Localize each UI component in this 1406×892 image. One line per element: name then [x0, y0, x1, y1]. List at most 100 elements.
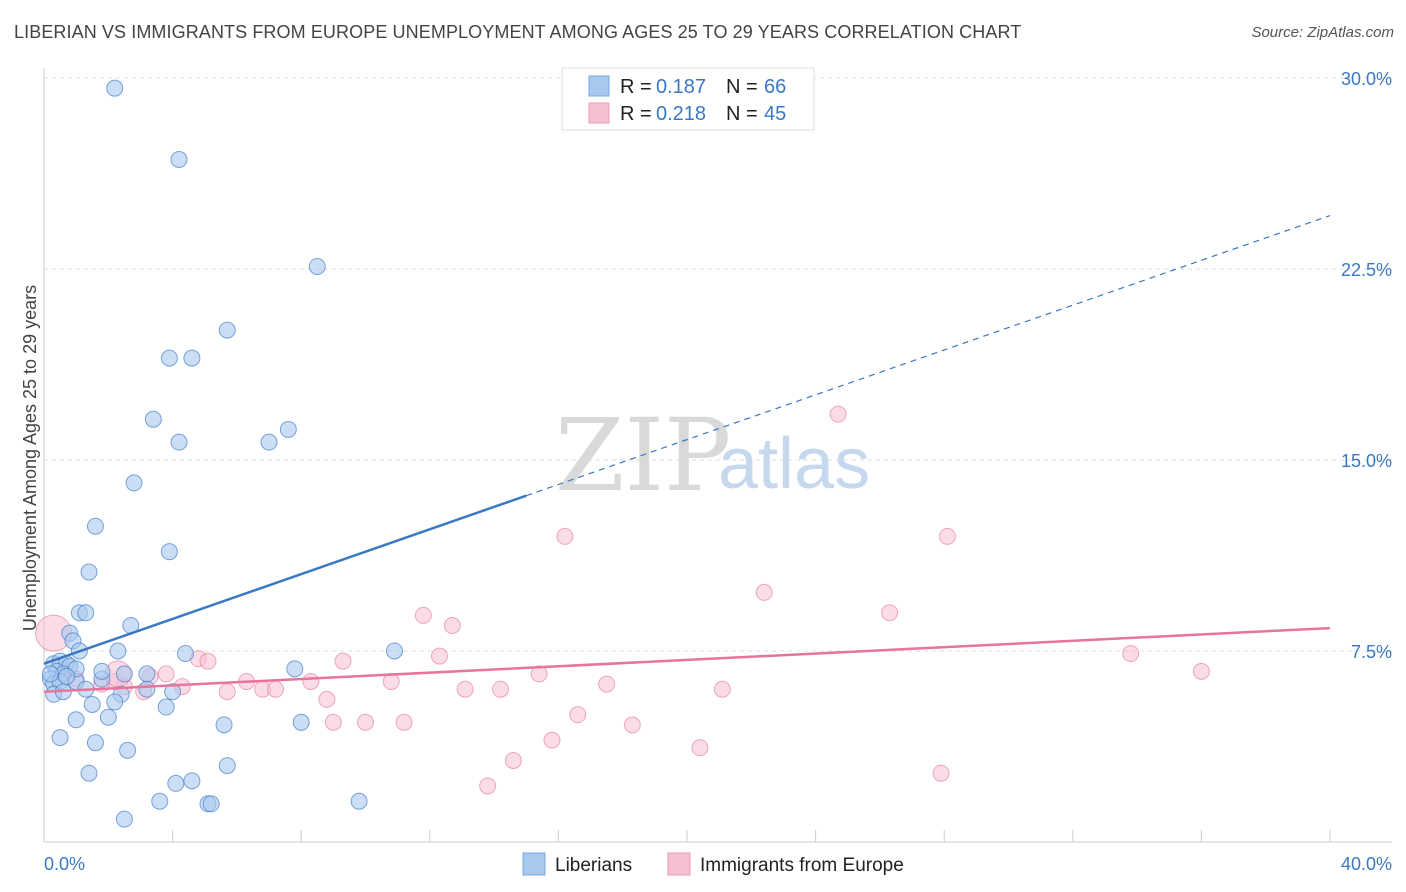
point-liberians: [160, 543, 178, 561]
legend-r-label-2: R =: [620, 103, 652, 125]
legend-swatch-blue: [588, 75, 610, 97]
point-immigrants: [504, 752, 522, 770]
point-liberians: [86, 517, 104, 535]
legend-r-value-2: 0.218: [656, 103, 706, 125]
point-liberians: [138, 665, 156, 683]
trendline-immigrants: [43, 626, 1331, 693]
point-immigrants: [598, 675, 616, 693]
point-immigrants: [543, 731, 561, 749]
point-immigrants: [1192, 662, 1210, 680]
point-liberians: [125, 474, 143, 492]
point-liberians: [164, 683, 182, 701]
y-tick-labels: 7.5% 15.0% 22.5% 30.0%: [1341, 69, 1392, 662]
point-immigrants: [569, 706, 587, 724]
point-immigrants: [492, 680, 510, 698]
watermark-atlas: atlas: [718, 424, 870, 504]
point-immigrants: [443, 617, 461, 635]
point-immigrants: [395, 713, 413, 731]
point-immigrants: [318, 690, 336, 708]
trendline-liberians: [43, 494, 527, 665]
point-liberians: [86, 734, 104, 752]
point-liberians: [51, 729, 69, 747]
point-immigrants: [334, 652, 352, 670]
point-immigrants: [755, 583, 773, 601]
point-liberians: [167, 774, 185, 792]
trendline-liberians-extension: [526, 214, 1331, 497]
series-immigrants-points: [35, 405, 1210, 795]
point-liberians: [106, 693, 124, 711]
y-tick-label: 22.5%: [1341, 260, 1392, 280]
point-liberians: [292, 713, 310, 731]
point-liberians: [385, 642, 403, 660]
legend-n-value-1: 66: [764, 76, 786, 98]
point-liberians: [176, 645, 194, 663]
point-liberians: [286, 660, 304, 678]
bottom-legend-swatch-liberians: [522, 852, 546, 876]
point-liberians: [41, 665, 59, 683]
y-tick-label: 30.0%: [1341, 69, 1392, 89]
point-immigrants: [713, 680, 731, 698]
point-immigrants: [1122, 645, 1140, 663]
point-liberians: [67, 711, 85, 729]
bottom-legend-swatch-immigrants: [667, 852, 691, 876]
point-immigrants: [157, 665, 175, 683]
point-liberians: [93, 662, 111, 680]
point-liberians: [138, 680, 156, 698]
legend-r-value-1: 0.187: [656, 76, 706, 98]
point-liberians: [183, 772, 201, 790]
point-liberians: [109, 642, 127, 660]
point-liberians: [260, 433, 278, 451]
point-liberians: [218, 757, 236, 775]
x-tick-label-max: 40.0%: [1341, 854, 1392, 874]
bottom-legend: Liberians Immigrants from Europe: [522, 852, 904, 876]
point-immigrants: [199, 652, 217, 670]
point-liberians: [58, 667, 76, 685]
axes: [43, 68, 1392, 843]
point-immigrants: [266, 680, 284, 698]
point-liberians: [218, 321, 236, 339]
point-immigrants: [414, 606, 432, 624]
point-liberians: [157, 698, 175, 716]
legend: R = 0.187 N = 66 R = 0.218 N = 45: [561, 67, 815, 131]
point-immigrants: [218, 683, 236, 701]
point-immigrants: [302, 673, 320, 691]
point-immigrants: [623, 716, 641, 734]
point-immigrants: [324, 713, 342, 731]
legend-n-label-2: N =: [726, 103, 758, 125]
legend-swatch-pink: [588, 102, 610, 124]
point-liberians: [160, 349, 178, 367]
point-liberians: [119, 741, 137, 759]
point-immigrants: [691, 739, 709, 757]
chart-title: LIBERIAN VS IMMIGRANTS FROM EUROPE UNEMP…: [14, 22, 1022, 42]
point-liberians: [106, 79, 124, 97]
point-immigrants: [430, 647, 448, 665]
point-liberians: [308, 257, 326, 275]
point-liberians: [80, 764, 98, 782]
y-tick-label: 15.0%: [1341, 451, 1392, 471]
point-liberians: [115, 810, 133, 828]
gridlines: [44, 77, 1392, 652]
point-immigrants: [530, 665, 548, 683]
point-liberians: [80, 563, 98, 581]
point-liberians: [350, 792, 368, 810]
point-immigrants: [479, 777, 497, 795]
point-liberians: [170, 433, 188, 451]
bottom-legend-immigrants: Immigrants from Europe: [700, 855, 904, 876]
point-liberians: [215, 716, 233, 734]
y-axis-label: Unemployment Among Ages 25 to 29 years: [20, 285, 40, 631]
y-tick-label: 7.5%: [1351, 642, 1392, 662]
point-liberians: [83, 695, 101, 713]
legend-r-label-1: R =: [620, 76, 652, 98]
point-immigrants: [932, 764, 950, 782]
point-liberians: [202, 795, 220, 813]
point-liberians: [77, 604, 95, 622]
source-label: Source: ZipAtlas.com: [1251, 24, 1394, 41]
point-immigrants: [556, 527, 574, 545]
point-liberians: [183, 349, 201, 367]
legend-n-value-2: 45: [764, 103, 786, 125]
point-liberians: [144, 410, 162, 428]
trendlines: [43, 214, 1331, 693]
point-liberians: [115, 665, 133, 683]
point-immigrants: [456, 680, 474, 698]
point-immigrants: [881, 604, 899, 622]
